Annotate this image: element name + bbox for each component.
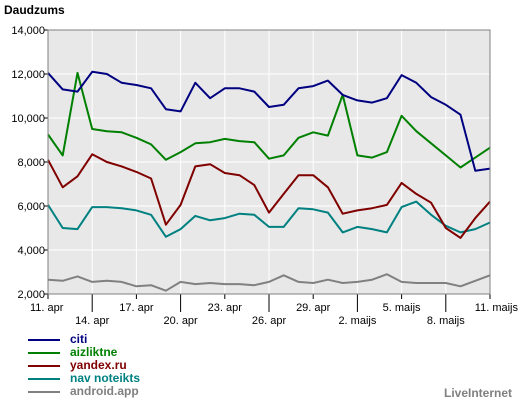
x-tick-label: 2. maijs bbox=[338, 315, 376, 327]
legend: citi aizliktne yandex.ru nav noteikts androi… bbox=[28, 333, 140, 398]
series-line-android-app bbox=[47, 273, 491, 292]
y-tick-label: 2,000 bbox=[17, 289, 45, 301]
y-tick-label: 8,000 bbox=[17, 157, 45, 169]
legend-item: citi bbox=[28, 333, 140, 346]
legend-swatch bbox=[28, 364, 60, 367]
legend-item: android.app bbox=[28, 385, 140, 398]
x-tick-label: 11. apr bbox=[30, 302, 64, 314]
x-tick-label: 23. apr bbox=[208, 302, 243, 314]
legend-swatch bbox=[28, 377, 60, 380]
series-line-nav-noteikts bbox=[47, 200, 491, 238]
series-line-citi bbox=[47, 70, 491, 172]
x-tick-label: 26. apr bbox=[252, 315, 287, 327]
legend-label: yandex.ru bbox=[70, 358, 127, 372]
legend-item: yandex.ru bbox=[28, 359, 140, 372]
line-chart: 2,000 4,000 6,000 8,000 10,000 12,000 14,000 11… bbox=[11, 25, 518, 327]
x-tick-label: 5. maijs bbox=[383, 302, 421, 314]
legend-label: nav noteikts bbox=[70, 371, 141, 385]
x-tick-label: 14. apr bbox=[75, 315, 110, 327]
legend-swatch bbox=[28, 351, 60, 354]
chart-title: Daudzums bbox=[4, 3, 65, 17]
x-tick-label: 8. maijs bbox=[427, 315, 465, 327]
legend-swatch bbox=[28, 390, 60, 393]
plot-border bbox=[47, 29, 491, 295]
y-tick-label: 14,000 bbox=[11, 25, 45, 37]
legend-label: aizliktne bbox=[70, 345, 118, 359]
x-tick-label: 11. maijs bbox=[475, 302, 519, 314]
axis-ticks: 2,000 4,000 6,000 8,000 10,000 12,000 14,000 11… bbox=[11, 25, 518, 327]
x-tick-label: 29. apr bbox=[296, 302, 331, 314]
series-lines bbox=[47, 70, 491, 292]
legend-label: android.app bbox=[70, 384, 139, 398]
x-tick-label: 20. apr bbox=[163, 315, 198, 327]
y-tick-label: 4,000 bbox=[17, 245, 45, 257]
legend-label: citi bbox=[70, 332, 88, 346]
series-line-aizliktne bbox=[47, 71, 491, 169]
y-tick-label: 6,000 bbox=[17, 201, 45, 213]
y-tick-label: 10,000 bbox=[11, 113, 45, 125]
legend-item: aizliktne bbox=[28, 346, 140, 359]
series-line-yandex-ru bbox=[47, 153, 491, 239]
legend-swatch bbox=[28, 338, 60, 341]
x-tick-label: 17. apr bbox=[119, 302, 154, 314]
brand-label: LiveInternet bbox=[443, 386, 512, 400]
y-tick-label: 12,000 bbox=[11, 69, 45, 81]
legend-item: nav noteikts bbox=[28, 372, 140, 385]
